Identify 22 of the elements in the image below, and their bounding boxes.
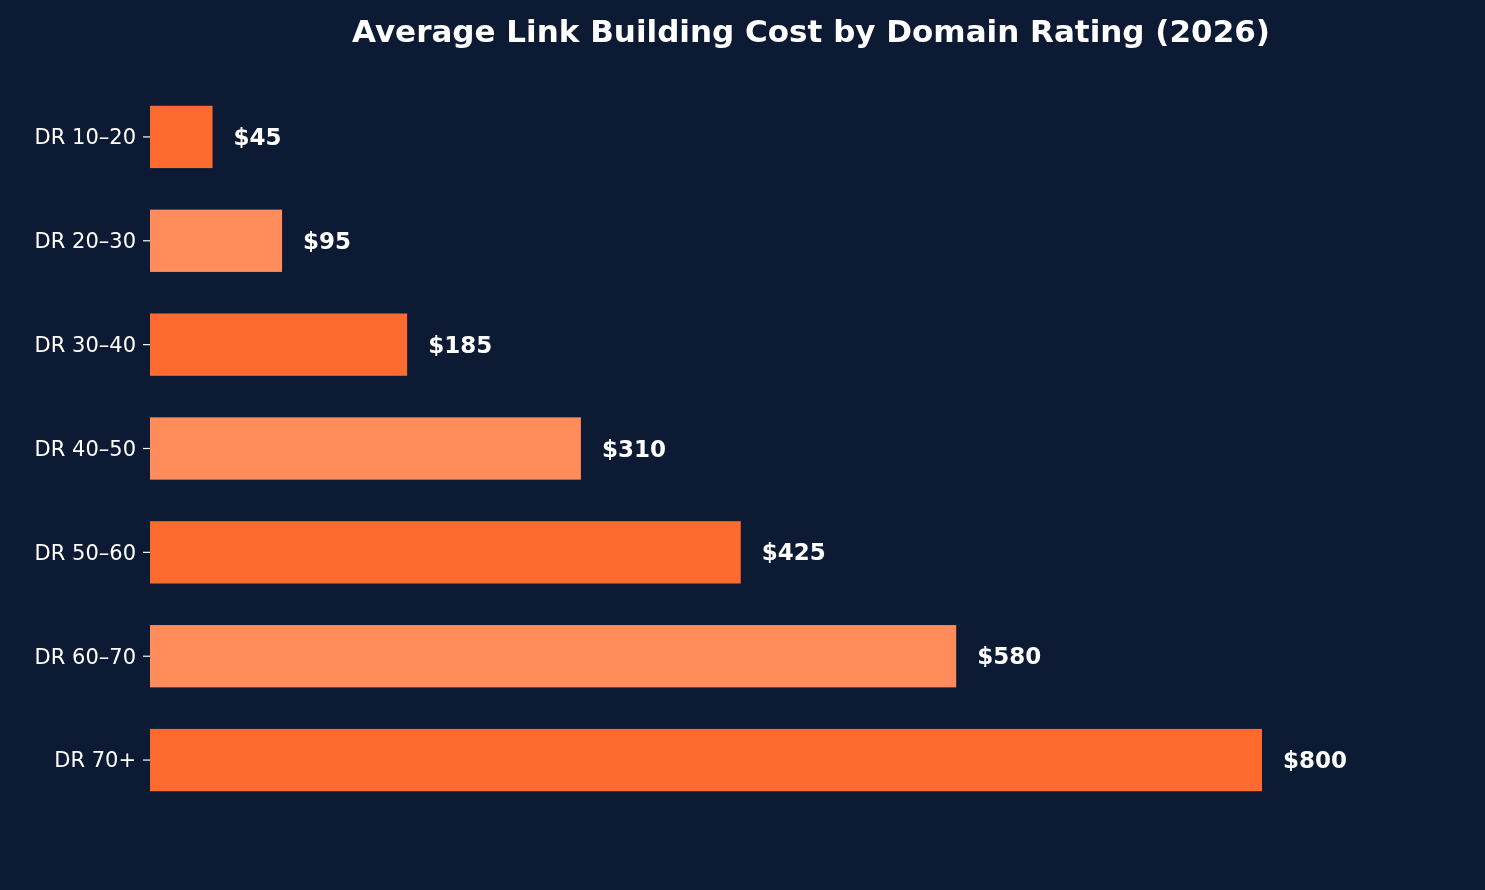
data-label: $580	[977, 643, 1042, 670]
bar	[150, 521, 741, 584]
bar	[150, 209, 283, 272]
bar	[150, 625, 957, 688]
bar	[150, 313, 408, 376]
bar	[150, 728, 1262, 792]
data-label: $95	[303, 227, 352, 254]
bar	[150, 105, 213, 169]
data-label: $800	[1283, 747, 1348, 774]
y-tick-label: DR 60–70	[34, 644, 136, 669]
y-tick-label: DR 20–30	[34, 229, 136, 254]
chart-title: Average Link Building Cost by Domain Rating (2026)	[352, 12, 1270, 49]
data-label: $45	[233, 123, 282, 150]
data-label: $425	[761, 539, 826, 566]
y-tick-label: DR 10–20	[34, 125, 136, 150]
y-tick-label: DR 30–40	[34, 332, 136, 357]
data-label: $185	[428, 331, 493, 358]
data-label: $310	[601, 435, 666, 462]
y-tick-label: DR 50–60	[34, 540, 136, 565]
y-tick-label: DR 40–50	[34, 436, 136, 461]
bar	[150, 417, 581, 480]
y-tick-label: DR 70+	[54, 748, 136, 773]
